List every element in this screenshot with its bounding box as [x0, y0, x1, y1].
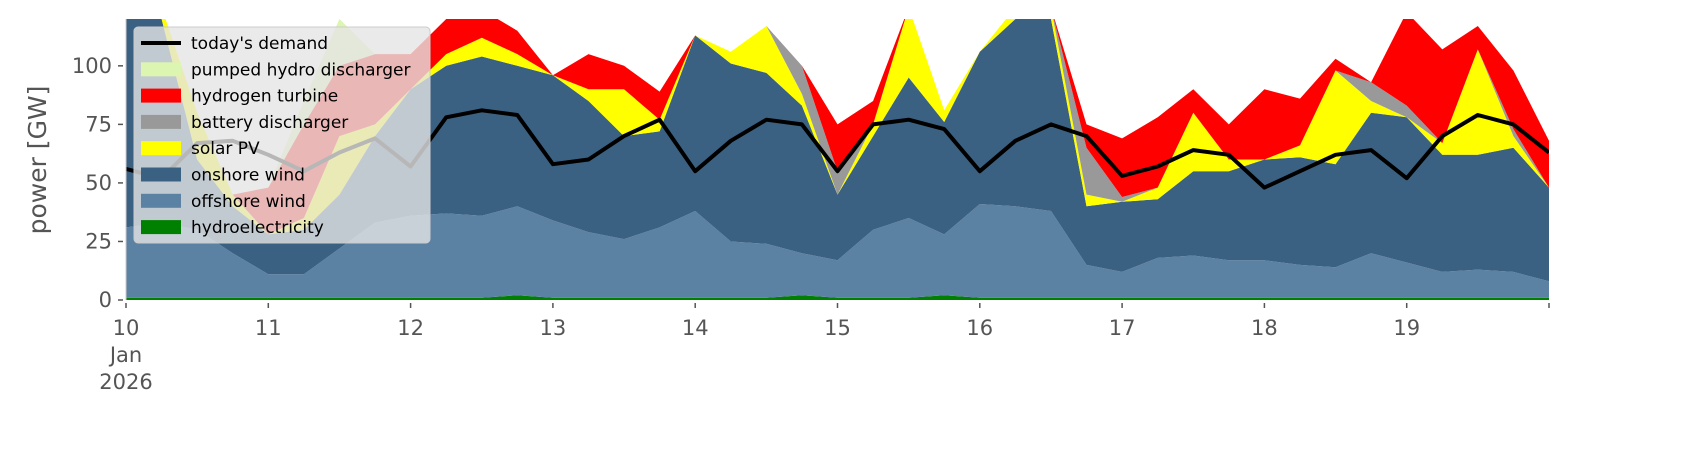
- x-tick-label: 10: [113, 316, 140, 340]
- y-axis-label: power [GW]: [23, 86, 52, 235]
- y-tick-label: 75: [85, 112, 112, 136]
- legend-swatch-pumped-hydro-discharger: [141, 62, 181, 77]
- x-tick-label: 12: [397, 316, 424, 340]
- legend-swatch-onshore-wind: [141, 167, 181, 182]
- x-tick-label: 19: [1393, 316, 1420, 340]
- legend-label-onshore-wind: onshore wind: [191, 166, 305, 186]
- y-tick-label: 0: [99, 288, 112, 312]
- x-tick-label: 14: [682, 316, 709, 340]
- legend-swatch-offshore-wind: [141, 193, 181, 208]
- area-offshore-wind: [126, 204, 1549, 298]
- legend-swatch-battery-discharger: [141, 114, 181, 129]
- x-tick-label: 16: [966, 316, 993, 340]
- y-tick-label: 50: [85, 171, 112, 195]
- y-tick-label: 100: [72, 54, 112, 78]
- y-tick-label: 25: [85, 229, 112, 253]
- x-tick-sublabel: 2026: [99, 370, 152, 394]
- legend-label-pumped-hydro-discharger: pumped hydro discharger: [191, 60, 410, 80]
- area-hydrogen-turbine: [126, 19, 1549, 235]
- legend-label-offshore-wind: offshore wind: [191, 192, 306, 212]
- area-battery-discharger: [126, 19, 1549, 235]
- x-tick-label: 13: [540, 316, 567, 340]
- legend-box: [133, 26, 431, 244]
- legend-label-solar-pv: solar PV: [191, 139, 260, 159]
- x-tick-label: 11: [255, 316, 282, 340]
- area-hydroelectricity: [126, 295, 1549, 300]
- legend-swatch-hydroelectricity: [141, 220, 181, 235]
- legend-swatch-solar-pv: [141, 141, 181, 156]
- legend: today's demand pumped hydro discharger hyd…: [133, 26, 431, 244]
- legend-label-hydrogen-turbine: hydrogen turbine: [191, 87, 338, 107]
- x-tick-label: 17: [1109, 316, 1136, 340]
- legend-label-hydroelectricity: hydroelectricity: [191, 218, 324, 238]
- legend-label-battery-discharger: battery discharger: [191, 113, 348, 133]
- legend-swatch-hydrogen-turbine: [141, 88, 181, 103]
- axes: 0 25 50 75 100 10 Jan 2026 11 12 13 14 15 16 17 18 19: [72, 19, 1550, 394]
- area-onshore-wind: [126, 19, 1549, 282]
- x-tick-label: 15: [824, 316, 851, 340]
- x-tick-label: 18: [1251, 316, 1278, 340]
- x-tick-sublabel: Jan: [108, 343, 142, 367]
- legend-label-today-s-demand: today's demand: [191, 34, 328, 54]
